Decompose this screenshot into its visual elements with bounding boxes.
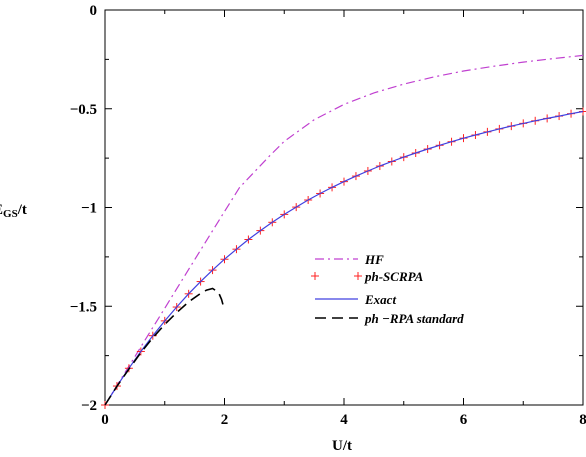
plot-border xyxy=(104,9,584,406)
legend-label: ph −RPA standard xyxy=(364,311,464,326)
axis-ticks xyxy=(104,9,584,406)
y-axis-label-tail: /t xyxy=(17,202,27,218)
y-tick-label: 0 xyxy=(90,3,98,19)
plot-frame xyxy=(104,9,584,406)
legend-label: Exact xyxy=(364,292,396,307)
series-layer xyxy=(101,54,586,409)
series-3-line xyxy=(104,110,584,406)
series-3 xyxy=(104,110,584,406)
legend-item: ph-SCRPA xyxy=(311,269,424,284)
y-tick-label: −1 xyxy=(81,201,97,217)
legend-item: ph −RPA standard xyxy=(315,311,464,326)
y-tick-label: −2 xyxy=(81,398,97,414)
x-tick-label: 6 xyxy=(460,412,468,428)
axis-tick-labels: 0 2 4 6 8 0 −0.5 −1 −1.5 −2 xyxy=(70,3,586,428)
series-1-line xyxy=(104,54,584,406)
series-1 xyxy=(104,54,584,406)
legend-item: HF xyxy=(315,252,384,267)
series-2 xyxy=(101,107,586,409)
legend-label: HF xyxy=(364,252,384,267)
legend-label: ph-SCRPA xyxy=(364,269,424,284)
x-tick-label: 4 xyxy=(340,412,348,428)
x-tick-label: 0 xyxy=(101,412,109,428)
y-tick-label: −1.5 xyxy=(70,299,97,315)
legend-item: Exact xyxy=(315,292,396,307)
x-tick-label: 2 xyxy=(221,412,229,428)
x-axis-label: U/t xyxy=(332,438,352,454)
legend: HF ph-SCRPA Exact ph −RPA standard xyxy=(311,252,464,326)
series-4-line xyxy=(104,287,226,406)
x-tick-label: 8 xyxy=(579,412,586,428)
y-tick-label: −0.5 xyxy=(70,102,97,118)
y-axis-label-sub: GS xyxy=(3,208,18,220)
y-axis-label-main: E xyxy=(0,202,3,218)
series-4 xyxy=(104,287,226,406)
y-axis-label: EGS/t xyxy=(0,202,27,220)
